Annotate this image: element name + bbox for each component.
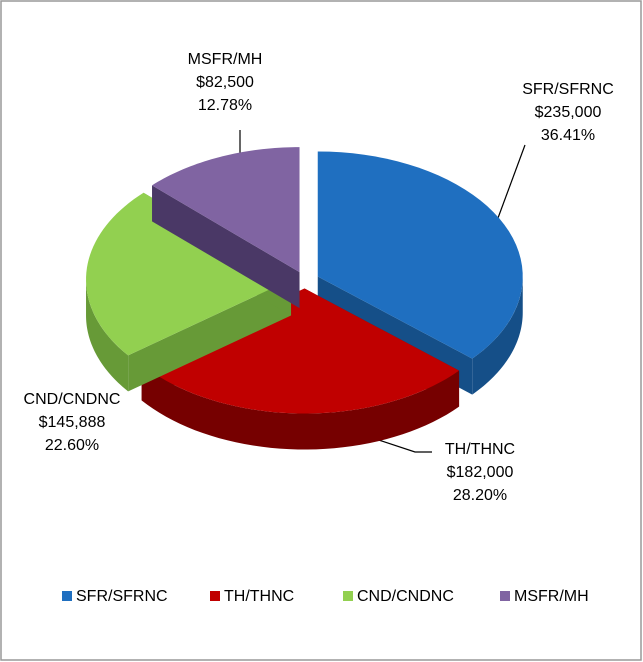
legend-swatch	[62, 591, 72, 601]
data-label-name: SFR/SFRNC	[522, 81, 614, 98]
leader-line	[497, 144, 526, 219]
data-label-name: CND/CNDNC	[24, 391, 121, 408]
pie	[86, 147, 523, 450]
data-label-percent: 12.78%	[198, 97, 252, 114]
legend-label: SFR/SFRNC	[76, 588, 168, 605]
data-label-percent: 22.60%	[45, 437, 99, 454]
data-label-name: TH/THNC	[445, 441, 515, 458]
legend-label: TH/THNC	[224, 588, 294, 605]
slice-side	[128, 279, 292, 392]
slice-top	[141, 288, 460, 414]
slice	[152, 147, 300, 309]
legend-swatch	[343, 591, 353, 601]
legend-swatch	[500, 591, 510, 601]
data-label-percent: 36.41%	[541, 127, 595, 144]
data-label-name: MSFR/MH	[188, 51, 263, 68]
legend-swatch	[210, 591, 220, 601]
slice-wall	[141, 364, 460, 450]
slice-top	[317, 151, 523, 359]
slice-wall	[472, 276, 523, 395]
legend: SFR/SFRNC TH/THNC CND/CNDNC MSFR/MH	[62, 588, 589, 605]
slice-top	[86, 192, 292, 356]
slice-top	[152, 147, 300, 273]
data-label-value: $235,000	[535, 104, 602, 121]
slice-wall	[86, 279, 129, 392]
data-label-value: $182,000	[447, 464, 514, 481]
slice-side	[152, 185, 300, 309]
data-label-value: $82,500	[196, 74, 254, 91]
legend-label: MSFR/MH	[514, 588, 589, 605]
labels: SFR/SFRNC $235,000 36.41% TH/THNC $182,000 28…	[24, 51, 614, 504]
data-label-percent: 28.20%	[453, 487, 507, 504]
data-label-value: $145,888	[39, 414, 106, 431]
legend-label: CND/CNDNC	[357, 588, 454, 605]
